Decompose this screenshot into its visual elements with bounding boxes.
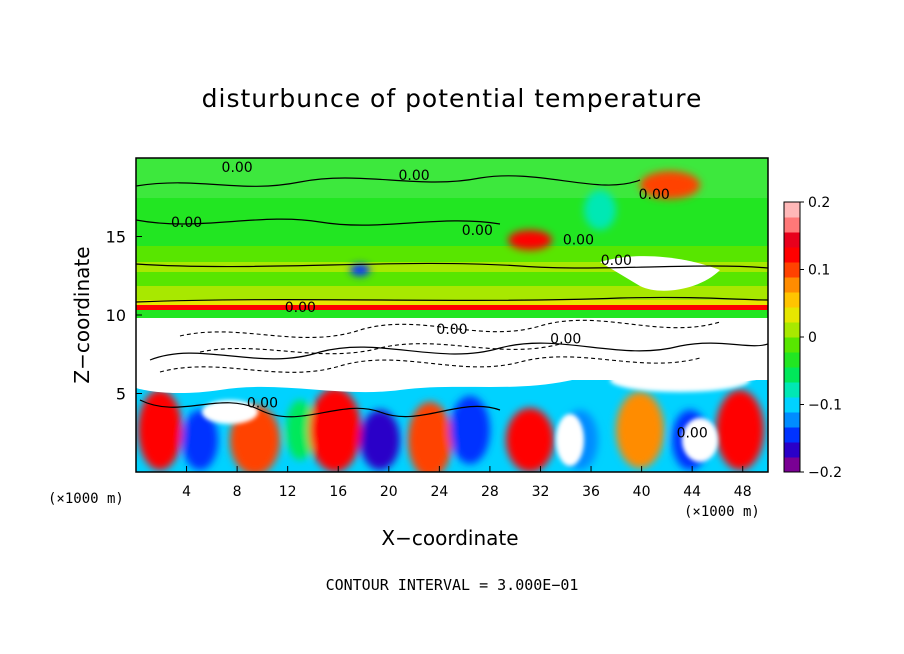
contour-label: 0.00 xyxy=(285,300,316,316)
x-tick-label: 32 xyxy=(532,484,550,500)
x-tick-label: 4 xyxy=(182,484,191,500)
contour-label: 0.00 xyxy=(398,168,429,184)
colorbar-segment xyxy=(784,322,800,338)
colorbar-segment xyxy=(784,217,800,233)
contour-label: 0.00 xyxy=(563,232,594,248)
y-tick-label: 15 xyxy=(106,228,126,247)
x-tick-label: 8 xyxy=(233,484,242,500)
y-tick-label: 10 xyxy=(106,306,126,325)
contour-labels: 0.00 0.00 0.00 0.00 0.00 0.00 0.00 0.00 0.00 0.00… xyxy=(171,160,708,441)
colorbar-tick-label: −0.1 xyxy=(808,398,842,414)
x-tick-label: 40 xyxy=(633,484,651,500)
contour-interval-text: CONTOUR INTERVAL = 3.000E−01 xyxy=(325,576,579,594)
x-tick-label: 20 xyxy=(380,484,398,500)
colorbar: 0.2 0.1 0 −0.1 −0.2 xyxy=(783,195,842,481)
contour-label: 0.00 xyxy=(436,322,467,338)
colorbar-segment xyxy=(784,397,800,413)
chart-title: disturbunce of potential temperature xyxy=(201,84,703,113)
x-tick-label: 48 xyxy=(734,484,752,500)
colorbar-segment xyxy=(784,427,800,443)
colorbar-tick-label: 0.2 xyxy=(808,195,830,211)
x-axis-ticks: 4 8 12 16 20 24 28 32 36 40 44 48 xyxy=(182,466,752,500)
colorbar-segment xyxy=(784,382,800,398)
heatmap-field xyxy=(136,158,768,472)
contour-label: 0.00 xyxy=(639,187,670,203)
colorbar-segment xyxy=(784,232,800,248)
contour-label: 0.00 xyxy=(601,253,632,269)
y-tick-label: 5 xyxy=(116,385,126,404)
colorbar-segment xyxy=(784,337,800,353)
colorbar-segment xyxy=(784,367,800,383)
x-unit-label: (×1000 m) xyxy=(684,504,760,520)
colorbar-segment xyxy=(784,277,800,293)
colorbar-segment xyxy=(784,262,800,278)
contour-label: 0.00 xyxy=(550,331,581,347)
colorbar-tick-label: 0.1 xyxy=(808,263,830,279)
y-axis-ticks: 5 10 15 xyxy=(106,228,142,404)
colorbar-segment xyxy=(784,457,800,473)
x-tick-label: 16 xyxy=(329,484,347,500)
x-tick-label: 24 xyxy=(430,484,448,500)
contour-label: 0.00 xyxy=(462,223,493,239)
colorbar-tick-label: 0 xyxy=(808,330,817,346)
colorbar-segment xyxy=(784,442,800,458)
colorbar-segment xyxy=(784,412,800,428)
colorbar-tick-label: −0.2 xyxy=(808,465,842,481)
x-tick-label: 36 xyxy=(582,484,600,500)
x-tick-label: 12 xyxy=(279,484,297,500)
contour-label: 0.00 xyxy=(247,396,278,412)
colorbar-segment xyxy=(784,202,800,218)
colorbar-segment xyxy=(784,292,800,308)
colorbar-segment xyxy=(784,307,800,323)
colorbar-segment xyxy=(784,247,800,263)
contour-label: 0.00 xyxy=(222,160,253,176)
y-axis-label: Z−coordinate xyxy=(70,246,94,384)
z-unit-label: (×1000 m) xyxy=(48,491,124,507)
contour-label: 0.00 xyxy=(677,425,708,441)
contour-label: 0.00 xyxy=(171,215,202,231)
x-tick-label: 28 xyxy=(481,484,499,500)
x-axis-label: X−coordinate xyxy=(381,526,519,550)
x-tick-label: 44 xyxy=(683,484,701,500)
colorbar-segment xyxy=(784,352,800,368)
